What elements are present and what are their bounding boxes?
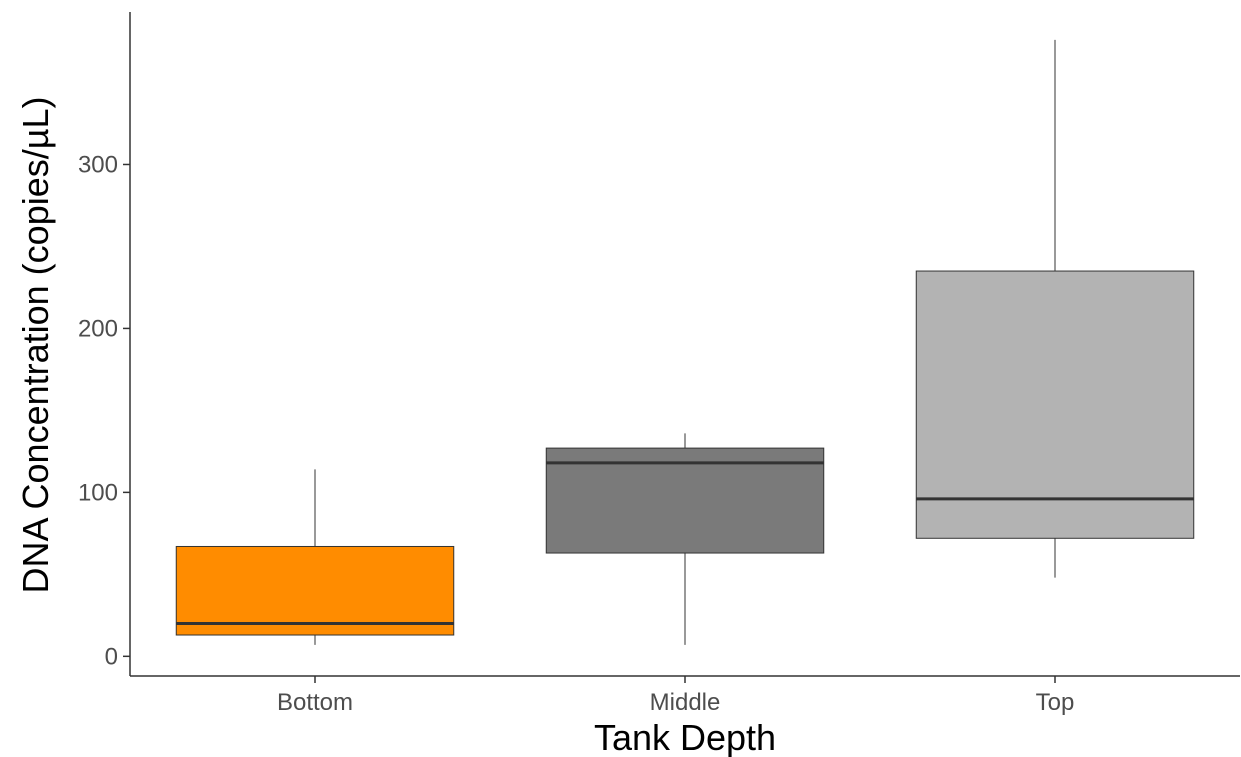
y-ticks: 0 100 200 300 — [78, 151, 130, 670]
box-middle — [545, 433, 825, 645]
boxes — [175, 39, 1195, 645]
x-tick-label: Middle — [650, 689, 721, 716]
y-tick-label: 0 — [105, 643, 118, 670]
box-body — [175, 545, 455, 636]
box-body — [915, 270, 1195, 539]
box-top — [915, 39, 1195, 578]
y-tick-label: 300 — [78, 151, 118, 178]
box-bottom — [175, 469, 455, 645]
x-tick-label: Top — [1036, 689, 1075, 716]
x-ticks: Bottom Middle Top — [277, 676, 1074, 716]
box-body — [545, 447, 825, 554]
x-axis-title: Tank Depth — [594, 717, 776, 757]
y-tick-label: 200 — [78, 315, 118, 342]
y-axis-title: DNA Concentration (copies/µL) — [15, 97, 56, 594]
y-tick-label: 100 — [78, 479, 118, 506]
x-tick-label: Bottom — [277, 689, 353, 716]
